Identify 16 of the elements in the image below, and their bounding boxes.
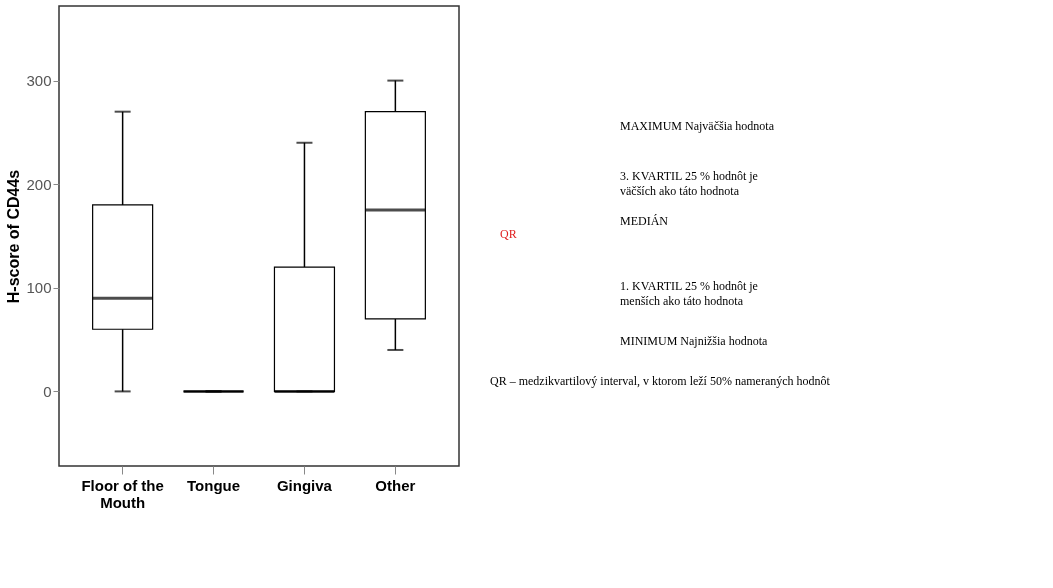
x-tick-label: Tongue [187,476,241,494]
text: MEDIÁN [620,214,669,228]
y-tick-label: 0 [43,382,52,400]
text: MAXIMUM Najväčšia hodnota [620,119,775,133]
y-tick-label: 100 [26,279,52,297]
y-axis-title: H-score of CD44s [5,169,23,304]
y-tick-label: 200 [26,175,52,193]
x-tick-label: Other [375,476,416,494]
text: QR – medzikvartilový interval, v ktorom leží 50% nameraných hodnôt [490,374,831,388]
text: 1. KVARTIL 25 % hodnôt je menších ako táto hodnota [620,279,758,308]
x-tick-label: Gingiva [276,476,333,494]
y-tick-label: 300 [26,72,52,90]
text: MINIMUM Najnižšia hodnota [620,334,768,348]
x-tick-label: Floor of the Mouth [81,476,164,511]
text: QR [500,227,517,241]
text: 3. KVARTIL 25 % hodnôt je väčších ako táto hodnota [620,169,758,198]
